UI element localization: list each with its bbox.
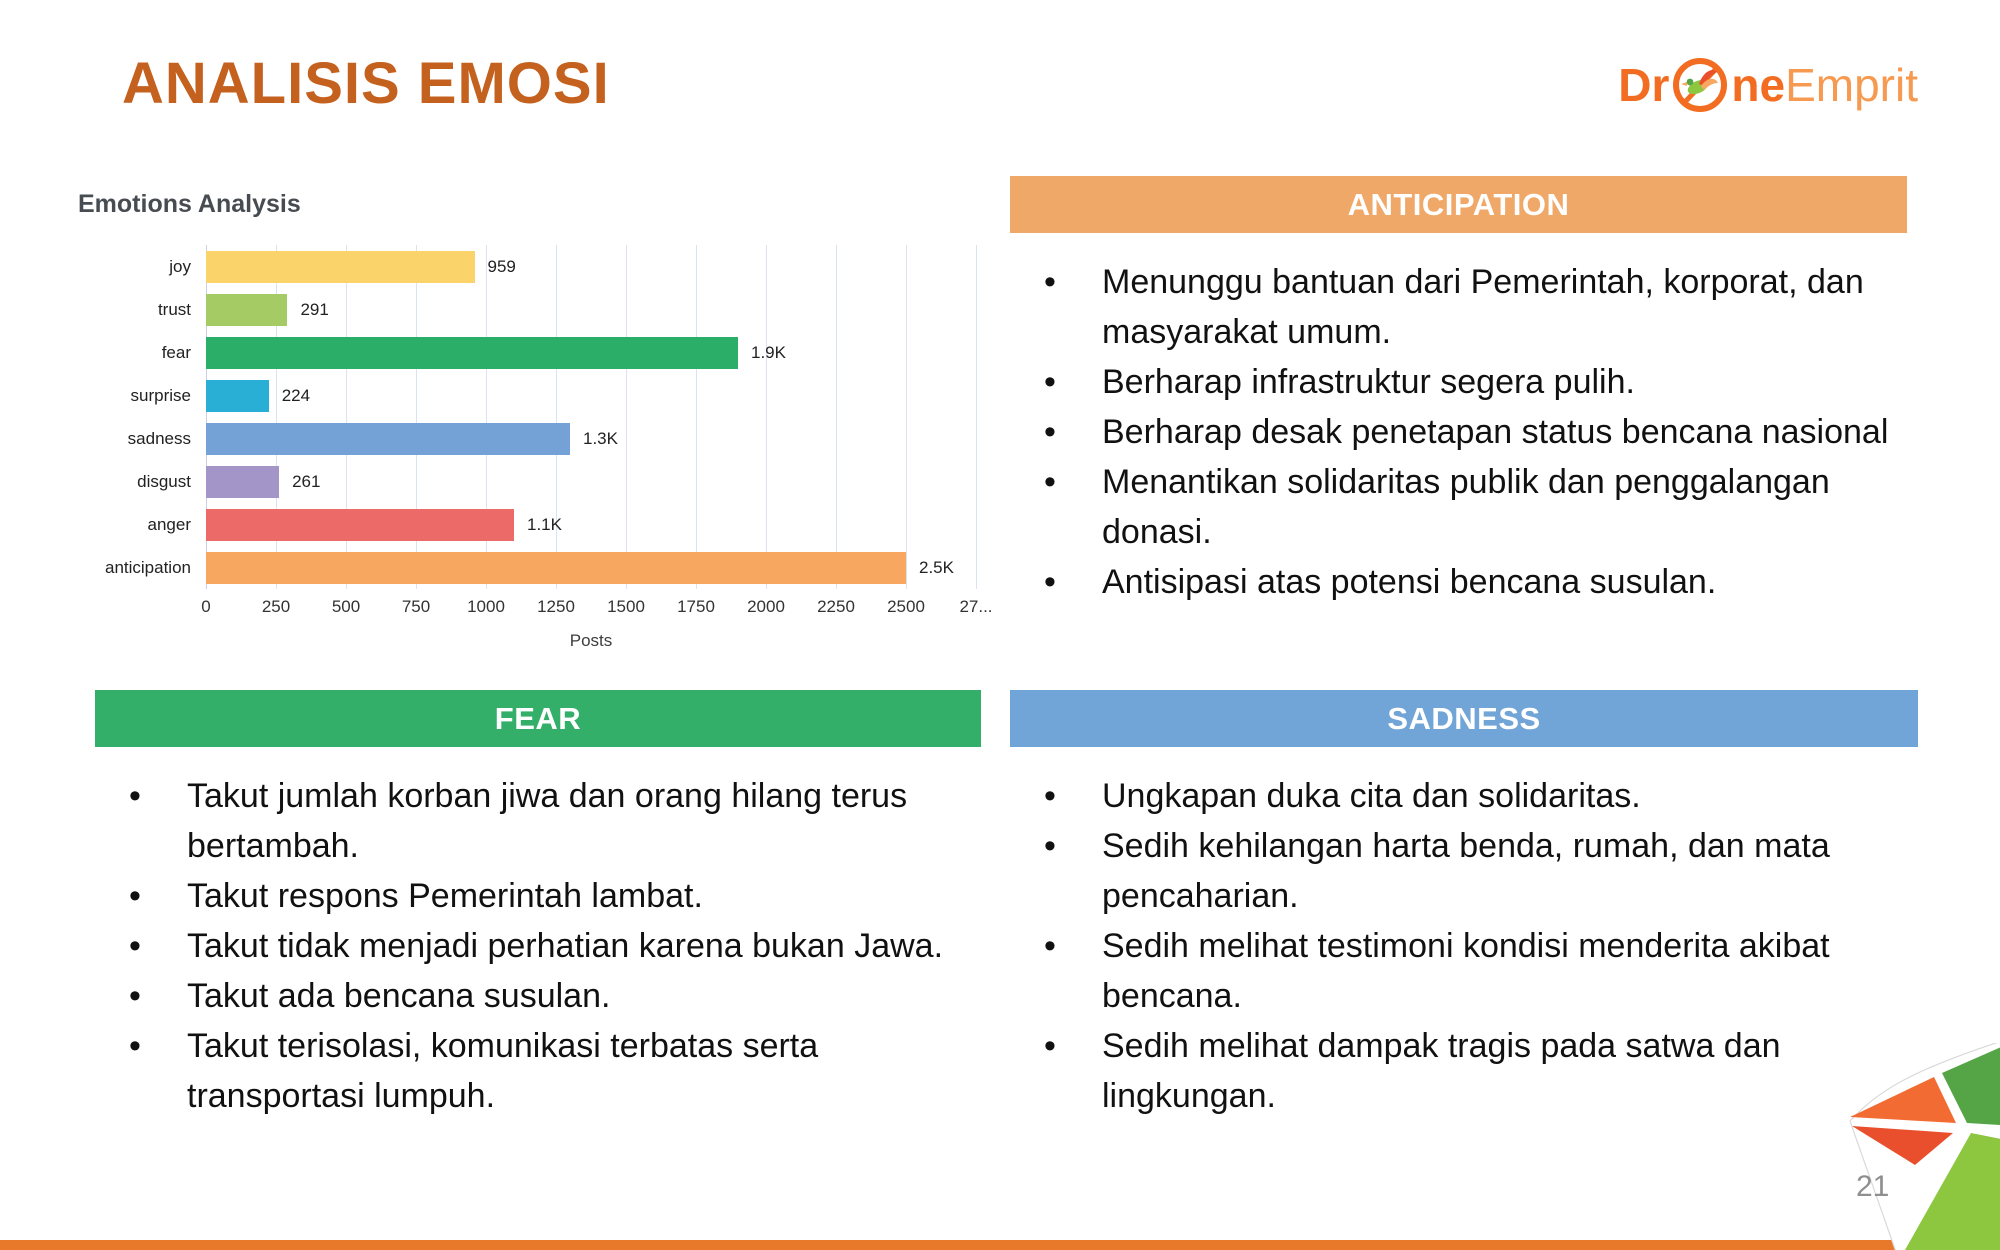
bullet-item: Sedih melihat dampak tragis pada satwa d… bbox=[1010, 1021, 1918, 1121]
bullet-item: Menantikan solidaritas publik dan pengga… bbox=[1010, 457, 1907, 557]
panel-anticipation-header: ANTICIPATION bbox=[1010, 176, 1907, 233]
bullet-item: Menunggu bantuan dari Pemerintah, korpor… bbox=[1010, 257, 1907, 357]
corner-pinwheel-decoration bbox=[1849, 1043, 2000, 1250]
bar-row-disgust: disgust 261 bbox=[137, 460, 976, 503]
bar-row-anticipation: anticipation 2.5K bbox=[105, 546, 976, 589]
bar-category-label: surprise bbox=[130, 385, 191, 405]
x-tick-label: 250 bbox=[261, 597, 291, 616]
logo-text-dr: Dr bbox=[1618, 59, 1670, 111]
bullet-item: Antisipasi atas potensi bencana susulan. bbox=[1010, 557, 1907, 607]
x-tick-label: 1750 bbox=[677, 597, 715, 616]
bar-trust bbox=[206, 293, 288, 326]
x-tick-label: 2000 bbox=[747, 597, 785, 616]
panel-sadness-bullets: Ungkapan duka cita dan solidaritas.Sedih… bbox=[1010, 771, 1918, 1121]
bullet-item: Takut terisolasi, komunikasi terbatas se… bbox=[95, 1021, 981, 1121]
bar-sadness bbox=[206, 422, 570, 455]
bar-value-label: 1.1K bbox=[527, 514, 562, 534]
x-tick-label: 2500 bbox=[887, 597, 925, 616]
bullet-item: Sedih melihat testimoni kondisi menderit… bbox=[1010, 921, 1918, 1021]
chart-x-axis-label: Posts bbox=[569, 631, 613, 650]
bar-joy bbox=[206, 250, 475, 283]
bullet-item: Takut ada bencana susulan. bbox=[95, 971, 981, 1021]
bar-category-label: anger bbox=[147, 514, 191, 534]
bar-value-label: 1.3K bbox=[583, 428, 618, 448]
panel-anticipation: ANTICIPATION Menunggu bantuan dari Pemer… bbox=[1010, 176, 1907, 607]
grid-line bbox=[976, 245, 977, 589]
chart-bars: joy 959 trust 291 fear 1.9K surprise 224 sadness… bbox=[105, 245, 976, 589]
x-tick-label: 1500 bbox=[607, 597, 645, 616]
bullet-item: Berharap infrastruktur segera pulih. bbox=[1010, 357, 1907, 407]
grid-line bbox=[416, 245, 417, 589]
bar-disgust bbox=[206, 465, 280, 498]
chart-plot-area: joy 959 trust 291 fear 1.9K surprise 224 sadness… bbox=[105, 245, 977, 589]
bar-row-sadness: sadness 1.3K bbox=[128, 417, 976, 460]
bullet-item: Berharap desak penetapan status bencana … bbox=[1010, 407, 1907, 457]
bar-row-fear: fear 1.9K bbox=[162, 331, 976, 374]
grid-line bbox=[276, 245, 277, 589]
grid-line bbox=[486, 245, 487, 589]
bar-row-surprise: surprise 224 bbox=[131, 374, 976, 417]
bar-row-trust: trust 291 bbox=[158, 288, 976, 331]
bar-value-label: 959 bbox=[487, 256, 516, 276]
x-tick-label: 27... bbox=[959, 597, 993, 616]
bullet-item: Takut jumlah korban jiwa dan orang hilan… bbox=[95, 771, 981, 871]
bar-category-label: sadness bbox=[127, 428, 191, 448]
grid-line bbox=[836, 245, 837, 589]
logo-text-emprit: Emprit bbox=[1785, 59, 1918, 111]
bar-value-label: 224 bbox=[281, 385, 311, 405]
panel-fear: FEAR Takut jumlah korban jiwa dan orang … bbox=[95, 690, 981, 1121]
bar-value-label: 261 bbox=[292, 471, 321, 491]
grid-line bbox=[206, 245, 207, 589]
bar-category-label: fear bbox=[161, 342, 191, 362]
bottom-accent-strip bbox=[0, 1240, 2000, 1250]
grid-line bbox=[346, 245, 347, 589]
panel-fear-bullets: Takut jumlah korban jiwa dan orang hilan… bbox=[95, 771, 981, 1121]
bar-fear bbox=[206, 336, 738, 369]
bar-row-anger: anger 1.1K bbox=[148, 503, 976, 546]
grid-line bbox=[766, 245, 767, 589]
bar-surprise bbox=[206, 379, 269, 412]
bar-anticipation bbox=[206, 551, 906, 584]
bar-anger bbox=[206, 508, 514, 541]
bar-category-label: anticipation bbox=[104, 557, 191, 577]
chart-x-axis-ticks: 0 250 500 750 1000 1250 1500 1750 2000 2250 2500 27… bbox=[201, 597, 992, 619]
panel-fear-header: FEAR bbox=[95, 690, 981, 747]
grid-line bbox=[626, 245, 627, 589]
grid-line bbox=[556, 245, 557, 589]
chart-title: Emotions Analysis bbox=[78, 190, 301, 218]
grid-line bbox=[906, 245, 907, 589]
emotions-analysis-chart: Emotions Analysis joy 959 trust 291 fear 1.9K… bbox=[78, 190, 993, 651]
x-tick-label: 0 bbox=[201, 597, 211, 616]
x-tick-label: 750 bbox=[401, 597, 431, 616]
panel-sadness: SADNESS Ungkapan duka cita dan solidarit… bbox=[1010, 690, 1918, 1121]
bullet-item: Ungkapan duka cita dan solidaritas. bbox=[1010, 771, 1918, 821]
x-tick-label: 2250 bbox=[817, 597, 855, 616]
logo-text-ne: ne bbox=[1731, 59, 1786, 111]
panel-sadness-header: SADNESS bbox=[1010, 690, 1918, 747]
bar-row-joy: joy 959 bbox=[169, 245, 976, 288]
bar-value-label: 1.9K bbox=[751, 342, 786, 362]
page-title: ANALISIS EMOSI bbox=[122, 51, 610, 116]
grid-line bbox=[696, 245, 697, 589]
x-tick-label: 1250 bbox=[537, 597, 575, 616]
panel-anticipation-bullets: Menunggu bantuan dari Pemerintah, korpor… bbox=[1010, 257, 1907, 607]
x-tick-label: 1000 bbox=[467, 597, 505, 616]
bar-category-label: joy bbox=[169, 256, 191, 276]
bar-category-label: trust bbox=[157, 299, 191, 319]
bullet-item: Takut tidak menjadi perhatian karena buk… bbox=[95, 921, 981, 971]
bar-value-label: 2.5K bbox=[919, 557, 954, 577]
bullet-item: Sedih kehilangan harta benda, rumah, dan… bbox=[1010, 821, 1918, 921]
page-number: 21 bbox=[1856, 1170, 1890, 1203]
droneemprit-logo: Dr ne Emprit bbox=[1618, 56, 1918, 114]
bar-category-label: disgust bbox=[137, 471, 191, 491]
bar-value-label: 291 bbox=[300, 299, 329, 319]
logo-bird-icon bbox=[1673, 58, 1728, 112]
x-tick-label: 500 bbox=[331, 597, 361, 616]
bullet-item: Takut respons Pemerintah lambat. bbox=[95, 871, 981, 921]
